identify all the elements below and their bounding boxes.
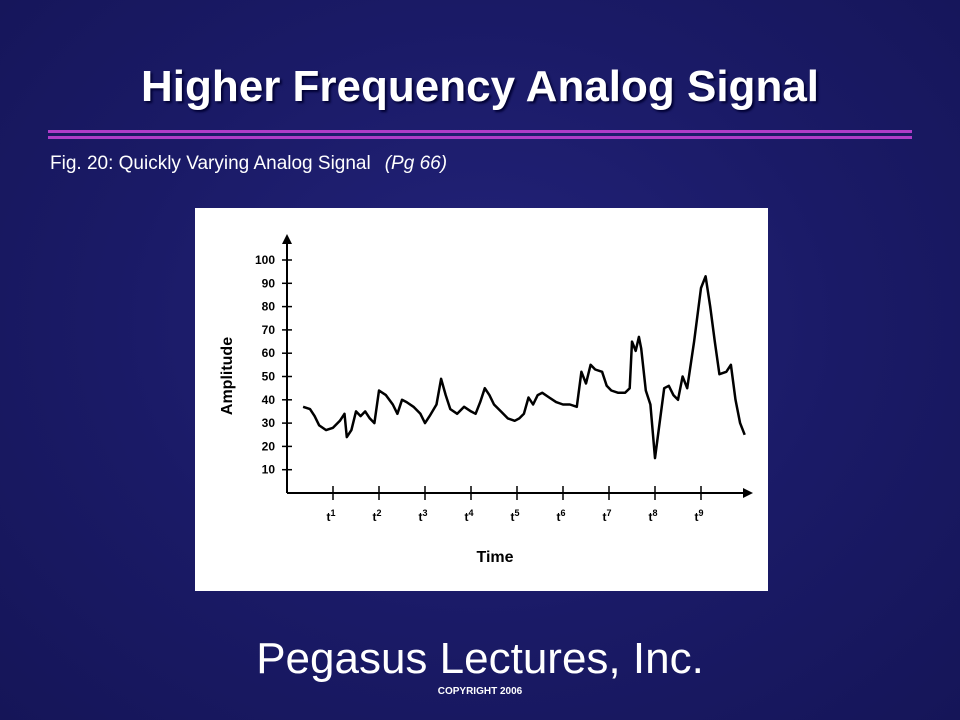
company-name: Pegasus Lectures, Inc. bbox=[256, 634, 704, 683]
y-tick-label: 40 bbox=[262, 393, 276, 407]
title-divider-top bbox=[48, 130, 912, 133]
slide-title: Higher Frequency Analog Signal bbox=[140, 62, 820, 111]
x-tick-label: t2 bbox=[372, 508, 381, 524]
x-tick-label: t6 bbox=[556, 508, 565, 524]
y-tick-label: 30 bbox=[262, 416, 276, 430]
y-tick-label: 90 bbox=[262, 276, 276, 290]
x-tick-label: t3 bbox=[418, 508, 427, 524]
x-tick-label: t5 bbox=[510, 508, 519, 524]
y-tick-group: 10 20 30 40 50 60 70 80 90 100 bbox=[255, 253, 292, 477]
y-axis-title: Amplitude bbox=[219, 337, 236, 415]
signal-line bbox=[302, 275, 746, 460]
y-tick-label: 100 bbox=[255, 253, 275, 267]
chart-panel: 10 20 30 40 50 60 70 80 90 100 t1 t2 t3 t4 t5 t6 t7 t8 t9… bbox=[195, 208, 768, 591]
y-tick-label: 70 bbox=[262, 323, 276, 337]
figure-caption-text: Fig. 20: Quickly Varying Analog Signal bbox=[50, 153, 371, 174]
title-divider-bottom bbox=[48, 136, 912, 139]
y-tick-label: 60 bbox=[262, 346, 276, 360]
y-tick-label: 80 bbox=[262, 300, 276, 314]
figure-caption: Fig. 20: Quickly Varying Analog Signal (P… bbox=[50, 153, 447, 175]
x-tick-label: t7 bbox=[602, 508, 611, 524]
x-tick-group: t1 t2 t3 t4 t5 t6 t7 t8 t9 bbox=[326, 486, 704, 524]
x-tick-label: t4 bbox=[464, 508, 473, 524]
x-tick-label: t8 bbox=[648, 508, 657, 524]
x-tick-label: t1 bbox=[326, 508, 335, 524]
copyright-notice: COPYRIGHT 2006 bbox=[437, 686, 523, 697]
y-tick-label: 50 bbox=[262, 370, 276, 384]
page-reference: (Pg 66) bbox=[384, 153, 448, 174]
x-axis-title: Time bbox=[476, 549, 513, 566]
y-tick-label: 10 bbox=[262, 463, 276, 477]
amplitude-time-chart: 10 20 30 40 50 60 70 80 90 100 t1 t2 t3 t4 t5 t6 t7 t8 t9… bbox=[219, 234, 753, 566]
x-tick-label: t9 bbox=[694, 508, 703, 524]
y-tick-label: 20 bbox=[262, 439, 276, 453]
